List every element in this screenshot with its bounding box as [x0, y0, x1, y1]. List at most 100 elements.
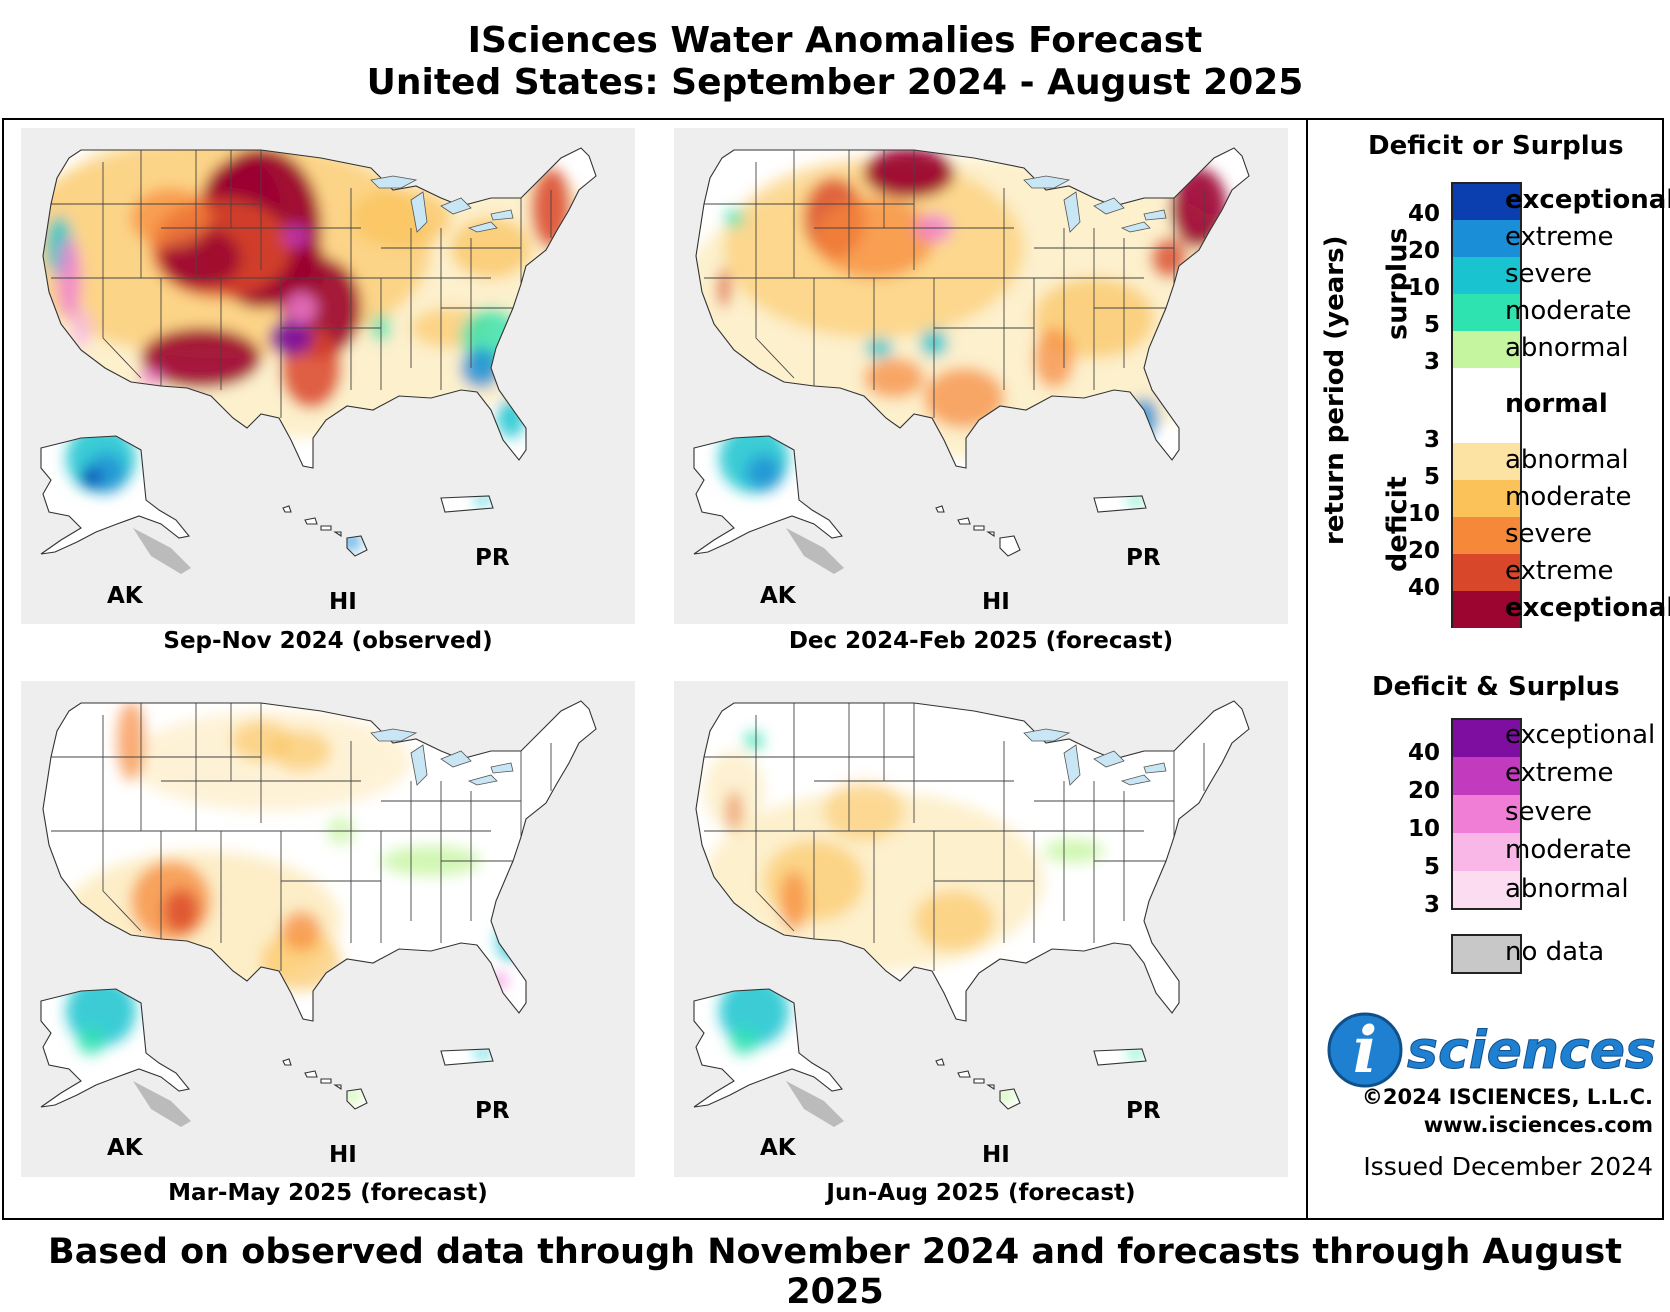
legend-class-label: extreme — [1505, 221, 1614, 252]
alaska-label: AK — [107, 583, 143, 609]
anomaly-region — [704, 751, 764, 831]
legend-title-deficit-and-surplus: Deficit & Surplus — [1372, 672, 1620, 702]
legend-class-label: moderate — [1505, 295, 1632, 326]
legend-class-label: normal — [1505, 388, 1608, 419]
anomaly-region — [1130, 398, 1158, 438]
legend-tick: 10 — [1407, 275, 1440, 301]
legend-class-label: extreme — [1505, 758, 1614, 789]
hawaii-label: HI — [329, 1142, 357, 1168]
anomaly-region — [71, 308, 91, 348]
anomaly-region — [81, 468, 101, 488]
anomaly-region — [824, 781, 904, 841]
legend-tick: 10 — [1407, 501, 1440, 527]
puerto-rico-label: PR — [475, 545, 510, 571]
isciences-logo: i sciences — [1327, 1012, 1655, 1088]
panel-caption: Jun-Aug 2025 (forecast) — [826, 1180, 1136, 1206]
legend-swatch — [1453, 257, 1520, 294]
legend-class-label: severe — [1505, 518, 1593, 549]
us-map — [693, 147, 1250, 574]
anomaly-region — [475, 1048, 491, 1058]
anomaly-region — [117, 701, 145, 781]
anomaly-region — [282, 224, 310, 248]
legend-class-label: exceptional — [1505, 593, 1670, 623]
legend-class-label: abnormal — [1505, 444, 1629, 475]
legend-tick: 3 — [1423, 427, 1440, 453]
no-data-label: no data — [1505, 937, 1605, 967]
legend-swatch — [1453, 795, 1520, 833]
panel-caption: Sep-Nov 2024 (observed) — [163, 628, 493, 654]
anomaly-region — [746, 455, 782, 491]
legend-tick: 3 — [1423, 892, 1440, 918]
legend-swatch — [1453, 368, 1520, 443]
map-panel-mar-may-2025 — [21, 681, 635, 1177]
anomaly-region — [864, 148, 954, 198]
anomaly-region — [497, 921, 525, 961]
anomaly-region — [744, 731, 764, 751]
anomaly-region — [780, 871, 808, 931]
issued-date: Issued December 2024 — [1363, 1152, 1653, 1181]
legend-swatch — [1453, 757, 1520, 795]
anomaly-region — [381, 846, 481, 876]
anomaly-region — [865, 338, 893, 358]
puerto-rico-label: PR — [1126, 1098, 1161, 1124]
anomaly-region — [77, 1027, 105, 1055]
legend-tick: 40 — [1407, 575, 1440, 601]
puerto-rico-label: PR — [475, 1098, 510, 1124]
anomaly-region — [1044, 839, 1104, 863]
anomaly-region — [718, 268, 730, 308]
legend-class-label: moderate — [1505, 835, 1632, 866]
legend-tick: 5 — [1423, 312, 1440, 338]
legend-tick: 10 — [1407, 816, 1440, 842]
no-data-swatch — [1451, 934, 1522, 974]
legend-swatch — [1453, 517, 1520, 554]
legend-divider — [1306, 118, 1308, 1220]
anomaly-region — [1128, 1048, 1144, 1058]
legend-swatch — [1453, 871, 1520, 908]
legend-tick: 20 — [1407, 538, 1440, 564]
legend-swatch — [1453, 480, 1520, 517]
anomaly-region — [864, 358, 924, 398]
alaska-label: AK — [760, 1135, 796, 1161]
anomaly-region — [141, 328, 261, 388]
copyright: ©2024 ISCIENCES, L.L.C. — [1361, 1085, 1653, 1109]
legend-swatch — [1453, 294, 1520, 331]
puerto-rico-label: PR — [1126, 545, 1161, 571]
logo-word: sciences — [1407, 1021, 1655, 1081]
anomaly-region — [914, 891, 994, 951]
anomaly-region — [139, 370, 163, 386]
legend-color-ramp — [1451, 182, 1522, 628]
legend-swatch — [1453, 554, 1520, 591]
map-panel-dec-feb-2025 — [674, 128, 1288, 624]
legend-class-label: abnormal — [1505, 873, 1629, 904]
legend-tick: 20 — [1407, 238, 1440, 264]
legend-swatch — [1453, 443, 1520, 480]
legend-swatch — [1453, 833, 1520, 871]
anomaly-region — [924, 368, 1004, 428]
legend-swatch — [1453, 220, 1520, 257]
footer-note: Based on observed data through November … — [48, 1232, 1622, 1312]
us-map — [40, 700, 597, 1127]
anomaly-region — [724, 208, 744, 228]
figure-frame — [2, 118, 1664, 1220]
hawaii-label: HI — [329, 589, 357, 615]
legend-tick: 3 — [1423, 349, 1440, 375]
legend-tick: 5 — [1423, 464, 1440, 490]
legend-tick: 40 — [1407, 201, 1440, 227]
anomaly-region — [66, 976, 136, 1046]
alaska-label: AK — [760, 583, 796, 609]
legend-class-label: extreme — [1505, 555, 1614, 586]
legend-title-deficit-or-surplus: Deficit or Surplus — [1368, 131, 1624, 161]
legend-class-label: severe — [1505, 258, 1593, 289]
anomaly-region — [163, 889, 199, 933]
legend-class-label: exceptional — [1505, 720, 1656, 750]
title-line-1: ISciences Water Anomalies Forecast — [467, 20, 1203, 61]
anomaly-region — [131, 711, 411, 811]
website-link[interactable]: www.isciences.com — [1423, 1113, 1653, 1137]
legend-swatch — [1453, 591, 1520, 628]
legend-tick: 5 — [1423, 854, 1440, 880]
legend-tick: 40 — [1407, 740, 1440, 766]
anomaly-region — [281, 911, 321, 951]
title-line-2: United States: September 2024 - August 2… — [366, 62, 1304, 103]
anomaly-region — [475, 495, 491, 505]
anomaly-region — [271, 731, 331, 771]
